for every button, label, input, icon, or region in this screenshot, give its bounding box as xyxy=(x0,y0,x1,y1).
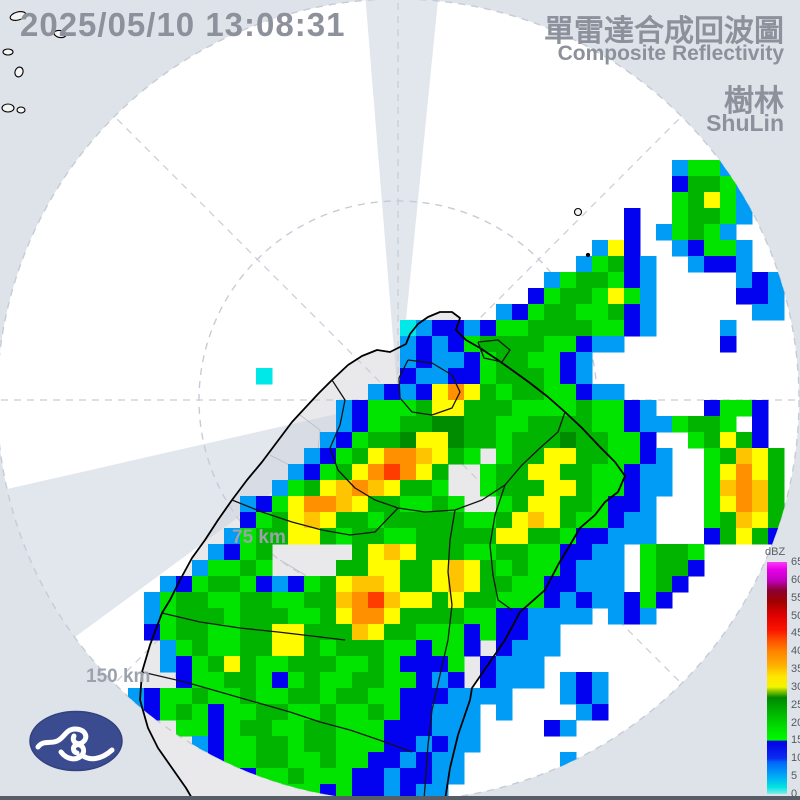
colorbar-tick-30: 30 xyxy=(791,681,800,693)
colorbar-unit-label: dBZ xyxy=(765,546,785,558)
range-ring-label-75km: 75 km xyxy=(232,527,286,549)
bottom-border-bar xyxy=(0,796,800,800)
island xyxy=(17,107,25,113)
station-name-en: ShuLin xyxy=(706,110,784,137)
colorbar-tick-45: 45 xyxy=(791,627,800,639)
island xyxy=(3,49,13,55)
colorbar-tick-20: 20 xyxy=(791,717,800,729)
colorbar-tick-35: 35 xyxy=(791,663,800,675)
reflectivity-colorbar xyxy=(767,562,787,794)
colorbar-tick-65: 65 xyxy=(791,556,800,568)
island xyxy=(575,209,582,216)
colorbar-tick-50: 50 xyxy=(791,610,800,622)
cwb-logo xyxy=(28,710,124,772)
range-ring-label-150km: 150 km xyxy=(86,666,150,688)
colorbar-tick-5: 5 xyxy=(791,770,800,782)
island xyxy=(2,104,14,112)
colorbar-tick-55: 55 xyxy=(791,592,800,604)
radar-app-window: 2025/05/10 13:08:31 單雷達合成回波圖 Composite R… xyxy=(0,0,800,800)
colorbar-tick-10: 10 xyxy=(791,752,800,764)
colorbar-tick-25: 25 xyxy=(791,699,800,711)
colorbar-tick-40: 40 xyxy=(791,645,800,657)
product-title-en: Composite Reflectivity xyxy=(558,42,784,66)
colorbar-tick-15: 15 xyxy=(791,734,800,746)
colorbar-tick-60: 60 xyxy=(791,574,800,586)
island xyxy=(586,253,589,256)
timestamp: 2025/05/10 13:08:31 xyxy=(20,6,345,44)
